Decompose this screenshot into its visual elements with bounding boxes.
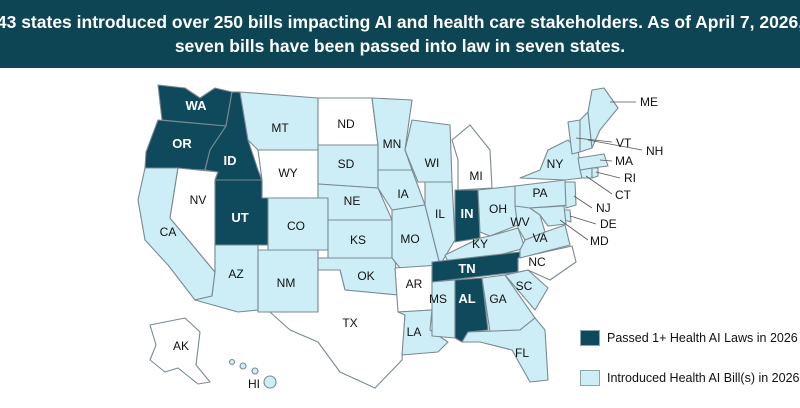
legend-label-introduced: Introduced Health AI Bill(s) in 2026 xyxy=(607,371,800,385)
state-ms xyxy=(431,279,456,339)
state-hi xyxy=(228,358,277,389)
label-ct: CT xyxy=(615,188,632,202)
label-ar: AR xyxy=(406,277,423,291)
label-ri: RI xyxy=(624,171,636,185)
label-or: OR xyxy=(172,136,192,151)
label-pa: PA xyxy=(532,186,547,200)
label-nm: NM xyxy=(277,276,296,290)
label-va: VA xyxy=(532,231,547,245)
label-md: MD xyxy=(590,234,609,248)
label-fl: FL xyxy=(515,346,529,360)
title-line-1: 43 states introduced over 250 bills impa… xyxy=(0,12,800,32)
label-wa: WA xyxy=(186,98,208,113)
state-il xyxy=(424,181,456,266)
title-line-2: seven bills have been passed into law in… xyxy=(174,36,626,56)
label-az: AZ xyxy=(228,267,243,281)
title-banner: 43 states introduced over 250 bills impa… xyxy=(0,0,800,68)
leader-vt xyxy=(575,137,613,143)
label-nd: ND xyxy=(337,117,355,131)
label-ia: IA xyxy=(397,187,408,201)
label-de: DE xyxy=(600,217,617,231)
label-wi: WI xyxy=(425,156,440,170)
leader-md xyxy=(559,219,589,241)
label-ut: UT xyxy=(231,210,248,225)
legend-swatch-passed xyxy=(580,330,600,346)
state-fl xyxy=(461,317,549,383)
leader-nh xyxy=(587,139,643,151)
label-ma: MA xyxy=(615,154,633,168)
label-ky: KY xyxy=(472,237,488,251)
label-sc: SC xyxy=(516,279,533,293)
label-in: IN xyxy=(461,206,474,221)
us-state-map: WA OR ID MT ND MN WI MI NY SD WY NV NE I… xyxy=(137,84,663,391)
label-me: ME xyxy=(640,95,658,109)
label-wv: WV xyxy=(510,215,529,229)
label-ak: AK xyxy=(173,339,189,353)
leader-nj xyxy=(573,195,593,209)
label-vt: VT xyxy=(616,136,632,150)
state-nj xyxy=(564,181,577,209)
state-mn xyxy=(371,97,413,171)
state-nc xyxy=(504,245,577,281)
label-nj: NJ xyxy=(596,201,611,215)
leader-ri xyxy=(595,171,621,179)
leader-de xyxy=(569,215,597,225)
legend-passed: Passed 1+ Health AI Laws in 2026 xyxy=(580,330,798,346)
legend-swatch-introduced xyxy=(580,370,600,386)
leader-ma xyxy=(599,159,613,162)
label-ny: NY xyxy=(547,157,564,171)
label-ga: GA xyxy=(489,292,506,306)
label-il: IL xyxy=(435,207,445,221)
state-ak xyxy=(149,317,211,385)
label-ks: KS xyxy=(350,233,366,247)
label-id: ID xyxy=(224,153,237,168)
label-ms: MS xyxy=(429,292,447,306)
label-sd: SD xyxy=(338,157,355,171)
leader-ct xyxy=(585,175,613,195)
state-md xyxy=(529,205,567,227)
legend-label-passed: Passed 1+ Health AI Laws in 2026 xyxy=(607,331,798,345)
label-mi: MI xyxy=(469,169,482,183)
label-mo: MO xyxy=(400,232,419,246)
label-ok: OK xyxy=(357,269,374,283)
state-tx xyxy=(269,269,406,389)
state-oh xyxy=(477,185,519,237)
state-me xyxy=(587,87,619,149)
label-tn: TN xyxy=(458,261,475,276)
label-mt: MT xyxy=(271,121,289,135)
label-nv: NV xyxy=(190,193,207,207)
label-oh: OH xyxy=(489,202,507,216)
label-al: AL xyxy=(458,291,475,306)
label-tx: TX xyxy=(342,316,357,330)
label-ca: CA xyxy=(160,225,177,239)
state-ma xyxy=(577,153,609,171)
label-ne: NE xyxy=(344,194,361,208)
legend-introduced: Introduced Health AI Bill(s) in 2026 xyxy=(580,370,799,386)
label-la: LA xyxy=(407,325,422,339)
label-wy: WY xyxy=(278,166,297,180)
label-nh: NH xyxy=(646,144,663,158)
label-co: CO xyxy=(287,219,305,233)
label-hi: HI xyxy=(248,377,260,391)
label-nc: NC xyxy=(528,255,546,269)
label-mn: MN xyxy=(383,137,402,151)
state-ri xyxy=(591,167,599,179)
